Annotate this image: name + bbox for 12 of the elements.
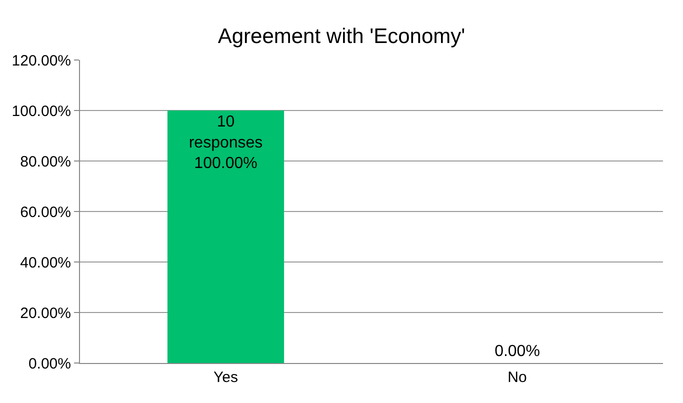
y-tick-label: 0.00% [28,355,71,372]
x-tick-label: Yes [214,369,238,386]
data-label: 0.00% [494,343,540,360]
y-tick-label: 80.00% [20,153,71,170]
x-tick-label: No [508,369,527,386]
y-tick-label: 60.00% [20,204,71,221]
y-tick-label: 40.00% [20,254,71,272]
y-tick-label: 120.00% [12,52,71,70]
data-label: 10 responses 100.00% [188,114,263,172]
chart-title: Agreement with 'Economy' [218,24,466,48]
y-tick-label: 100.00% [12,102,71,120]
y-tick-label: 20.00% [20,304,71,322]
